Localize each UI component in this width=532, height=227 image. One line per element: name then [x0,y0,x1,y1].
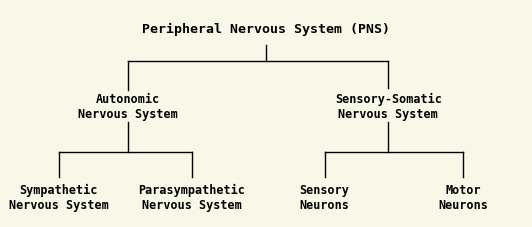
Text: Sensory
Neurons: Sensory Neurons [300,184,350,211]
Text: Sympathetic
Nervous System: Sympathetic Nervous System [9,183,109,212]
Text: Motor
Neurons: Motor Neurons [438,184,488,211]
Text: Parasympathetic
Nervous System: Parasympathetic Nervous System [138,183,245,212]
Text: Sensory-Somatic
Nervous System: Sensory-Somatic Nervous System [335,93,442,121]
Text: Autonomic
Nervous System: Autonomic Nervous System [78,93,178,121]
Text: Peripheral Nervous System (PNS): Peripheral Nervous System (PNS) [142,23,390,36]
